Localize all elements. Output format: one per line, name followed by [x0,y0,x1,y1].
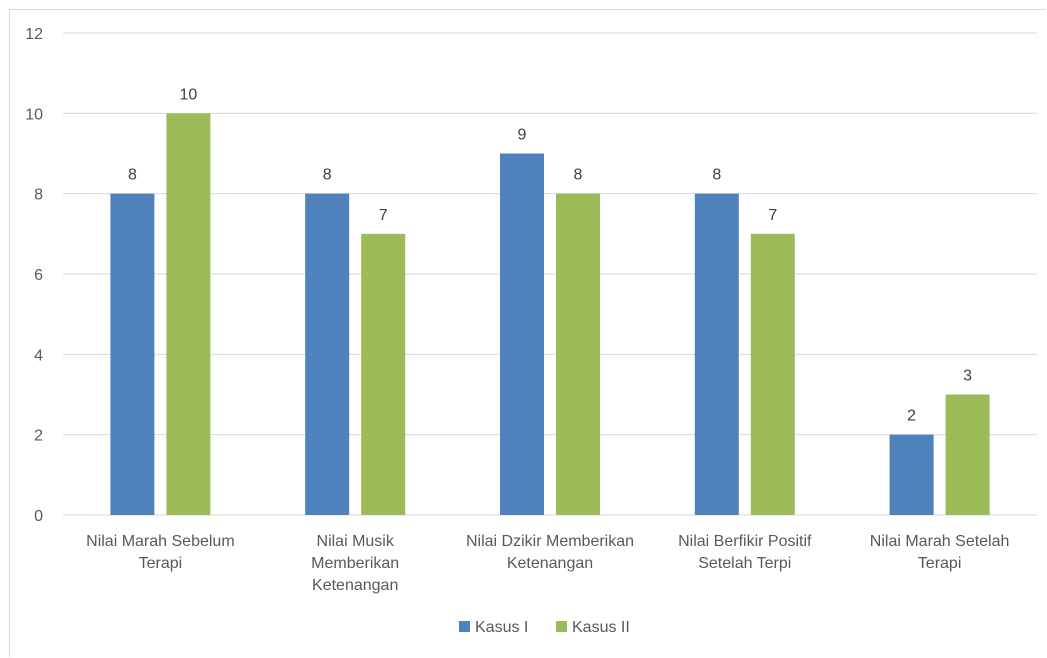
data-label: 10 [180,86,198,103]
data-labels: 8 10 8 7 9 8 8 7 2 3 [128,86,972,424]
data-label: 8 [128,167,137,184]
x-tick-label: Terapi [139,555,183,572]
gridlines [63,32,1037,516]
bar [305,193,350,515]
x-tick-label: Ketenangan [507,555,593,572]
y-axis-ticks: 0 2 4 6 8 10 12 [25,26,43,525]
x-axis-ticks: Nilai Marah Sebelum Terapi Nilai Musik Memb… [86,533,1009,594]
x-tick-label: Setelah Terpi [698,555,791,572]
data-label: 8 [574,167,583,184]
chart-frame [9,9,1046,657]
y-tick-label: 8 [34,187,43,204]
bar [500,153,544,515]
data-label: 3 [963,368,972,385]
x-tick-label: Nilai Musik [317,533,395,550]
y-tick-label: 2 [34,428,43,445]
y-tick-label: 12 [25,26,43,43]
bar [889,434,934,515]
data-label: 8 [323,167,332,184]
legend-swatch [459,621,470,632]
x-tick-label: Terapi [918,555,962,572]
y-tick-label: 6 [34,267,43,284]
y-tick-label: 4 [34,347,43,364]
x-tick-label: Nilai Dzikir Memberikan [466,533,634,550]
bar [110,193,155,515]
bar [694,193,739,515]
y-tick-label: 10 [25,106,43,123]
bar [556,193,600,515]
data-label: 2 [907,408,916,425]
x-tick-label: Ketenangan [312,577,398,594]
bars [110,113,990,516]
y-tick-label: 0 [34,508,43,525]
data-label: 8 [712,167,721,184]
bar [361,233,406,516]
data-label: 9 [518,127,527,144]
legend: Kasus I Kasus II [459,619,630,636]
data-label: 7 [379,207,388,224]
x-tick-label: Nilai Berfikir Positif [678,533,812,550]
legend-swatch [556,621,567,632]
x-tick-label: Nilai Marah Sebelum [86,533,235,550]
bar [945,394,990,515]
bar [750,233,795,516]
x-tick-label: Memberikan [311,555,399,572]
legend-label: Kasus I [475,619,528,636]
legend-label: Kasus II [572,619,630,636]
data-label: 7 [768,207,777,224]
x-tick-label: Nilai Marah Setelah [870,533,1010,550]
bar [166,113,211,515]
